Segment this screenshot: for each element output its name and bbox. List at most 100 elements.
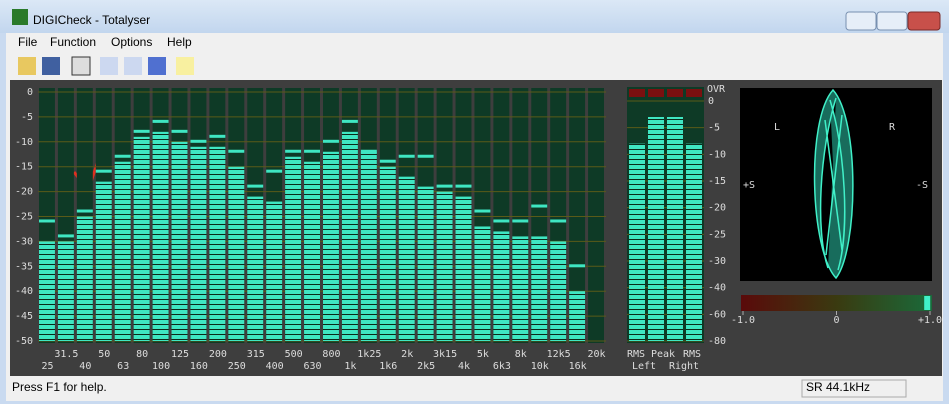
peak-hold (323, 139, 339, 143)
level-bar (247, 196, 264, 341)
level-bar (285, 156, 302, 341)
menu-item[interactable]: Function (50, 35, 96, 49)
peak-hold (266, 169, 283, 173)
minimize[interactable] (845, 11, 877, 31)
level-bar (304, 161, 320, 341)
level-bar (379, 166, 396, 341)
close[interactable] (907, 11, 941, 31)
y-tick-label: -10 (15, 137, 33, 148)
peak-hold (398, 154, 415, 158)
y-tick-label: -40 (15, 286, 33, 297)
function-button[interactable] (100, 57, 118, 75)
meter-tick-label: -60 (708, 309, 726, 320)
peak-hold (171, 129, 188, 133)
y-tick-label: 0 (27, 87, 33, 98)
x-tick-label: 200 (209, 349, 227, 360)
level-bar (493, 231, 510, 341)
y-tick-label: -5 (21, 112, 33, 123)
meter-bar (648, 117, 664, 341)
peak-hold (247, 184, 264, 188)
x-tick-label: 2k5 (417, 361, 435, 372)
y-tick-label: -35 (15, 261, 33, 272)
y-tick-label: -20 (15, 187, 33, 198)
peak-hold (493, 219, 510, 223)
power-button[interactable] (71, 56, 91, 76)
x-tick-label: 2k (401, 349, 413, 360)
goniometer-label: +S (743, 180, 755, 191)
meter-side: Left (632, 361, 656, 372)
meter-label: RMS (627, 349, 645, 360)
io-button[interactable] (124, 57, 142, 75)
level-bar (152, 131, 169, 341)
x-tick-label: 800 (322, 349, 340, 360)
level-bar (455, 196, 472, 341)
x-tick-label: 315 (247, 349, 265, 360)
meter-tick-label: -20 (708, 203, 726, 214)
menu-item[interactable]: Options (111, 35, 152, 49)
x-tick-label: 100 (152, 361, 170, 372)
level-bar (190, 146, 207, 341)
x-tick-label: 12k5 (547, 349, 571, 360)
menu-item[interactable]: Help (167, 35, 192, 49)
settings-button[interactable] (148, 57, 166, 75)
level-bar (133, 136, 150, 341)
save-button[interactable] (42, 57, 60, 75)
level-bar (228, 166, 245, 341)
peak-hold (531, 204, 548, 208)
x-tick-label: 4k (458, 361, 470, 372)
peak-hold (436, 184, 453, 188)
level-bar (323, 151, 339, 341)
peak-hold (133, 129, 150, 133)
x-tick-label: 5k (477, 349, 489, 360)
x-tick-label: 50 (98, 349, 110, 360)
meter-tick-label: -40 (708, 283, 726, 294)
meter-bar (686, 143, 702, 341)
level-bar (76, 216, 93, 341)
level-bar (209, 146, 226, 341)
peak-hold (512, 219, 529, 223)
correlation-marker (924, 296, 931, 310)
help-button[interactable] (176, 57, 194, 75)
peak-hold (114, 154, 131, 158)
x-tick-label: 20k (588, 349, 606, 360)
peak-hold (304, 149, 320, 153)
x-tick-label: 63 (117, 361, 129, 372)
level-bar (341, 131, 358, 341)
overload-led (648, 89, 664, 97)
level-bar (569, 291, 586, 341)
menu-item[interactable]: File (18, 35, 38, 49)
x-tick-label: 3k15 (433, 349, 457, 360)
level-bar (95, 181, 112, 341)
level-bar (550, 241, 567, 341)
peak-hold (39, 219, 55, 223)
peak-hold (474, 209, 491, 213)
meter-tick-label: -25 (708, 229, 726, 240)
x-tick-label: 250 (228, 361, 246, 372)
overload-led (667, 89, 683, 97)
meter-label: Peak (651, 349, 675, 360)
x-tick-label: 1k25 (357, 349, 381, 360)
goniometer-label: R (889, 122, 896, 133)
level-bar (57, 241, 74, 341)
maximize[interactable] (876, 11, 908, 31)
correlation-tick-label: 0 (833, 315, 839, 326)
y-tick-label: -50 (15, 336, 33, 347)
goniometer-trace (813, 88, 854, 280)
overload-led (629, 89, 645, 97)
x-tick-label: 400 (266, 361, 284, 372)
level-bar (531, 236, 548, 341)
toolbar (18, 56, 194, 76)
peak-hold (417, 154, 434, 158)
peak-hold (57, 234, 74, 238)
correlation-tick-label: -1.0 (731, 315, 755, 326)
meter-tick-label: -30 (708, 256, 726, 267)
peak-hold (341, 119, 358, 123)
meter-bar (629, 143, 645, 341)
level-bar (512, 236, 529, 341)
meter-tick-label: -15 (708, 176, 726, 187)
level-bar (171, 141, 188, 341)
open-button[interactable] (18, 57, 36, 75)
meter-bar (667, 117, 683, 341)
x-tick-label: 6k3 (493, 361, 511, 372)
x-tick-label: 25 (41, 361, 53, 372)
